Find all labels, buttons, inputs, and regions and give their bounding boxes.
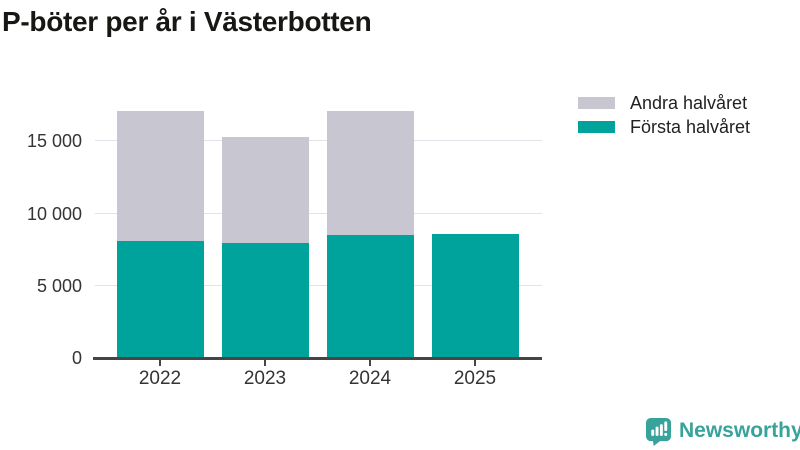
bar-2025-f-rsta-halv-ret[interactable] xyxy=(431,233,519,358)
x-tick-label-2022: 2022 xyxy=(138,368,182,389)
x-tick-label-2023: 2023 xyxy=(243,368,287,389)
x-tick-2022 xyxy=(159,360,161,366)
newsworthy-icon xyxy=(645,417,672,446)
y-axis: 0 5 000 10 000 15 000 xyxy=(0,100,82,368)
gridline-10000 xyxy=(95,212,542,214)
gridline-5000 xyxy=(95,284,542,286)
legend: Andra halvåret Första halvåret xyxy=(578,92,750,140)
plot-area xyxy=(95,100,542,358)
x-tick-2025 xyxy=(474,360,476,366)
y-tick-label-15000: 15 000 xyxy=(26,131,82,152)
legend-label-andra-halv-ret: Andra halvåret xyxy=(630,92,748,113)
gridline-15000 xyxy=(95,140,542,142)
legend-item-f-rsta-halv-ret[interactable]: Första halvåret xyxy=(578,116,750,138)
y-tick-label-0: 0 xyxy=(71,348,82,368)
newsworthy-logo-text: Newsworthy xyxy=(679,419,800,442)
y-tick-label-5000: 5 000 xyxy=(36,275,82,296)
bar-2023-andra-halv-ret[interactable] xyxy=(221,137,309,243)
bar-2022-f-rsta-halv-ret[interactable] xyxy=(116,241,204,358)
bar-2024-f-rsta-halv-ret[interactable] xyxy=(326,235,414,358)
x-axis: 2022 2023 2024 2025 xyxy=(95,360,542,396)
y-tick-label-10000: 10 000 xyxy=(26,203,82,224)
x-tick-2023 xyxy=(264,360,266,366)
x-tick-label-2025: 2025 xyxy=(453,368,497,389)
bar-2024-andra-halv-ret[interactable] xyxy=(326,111,414,236)
x-tick-label-2024: 2024 xyxy=(348,368,392,389)
legend-label-f-rsta-halv-ret: Första halvåret xyxy=(630,116,751,137)
x-tick-2024 xyxy=(369,360,371,366)
x-axis-line xyxy=(93,356,542,360)
legend-swatch-andra-halv-ret xyxy=(578,97,615,109)
bar-2022-andra-halv-ret[interactable] xyxy=(116,111,204,242)
legend-item-andra-halv-ret[interactable]: Andra halvåret xyxy=(578,92,750,114)
chart-title: P-böter per år i Västerbotten xyxy=(2,6,372,37)
newsworthy-logo[interactable]: Newsworthy xyxy=(645,416,800,446)
legend-swatch-f-rsta-halv-ret xyxy=(578,121,615,133)
bar-2023-f-rsta-halv-ret[interactable] xyxy=(221,242,309,358)
